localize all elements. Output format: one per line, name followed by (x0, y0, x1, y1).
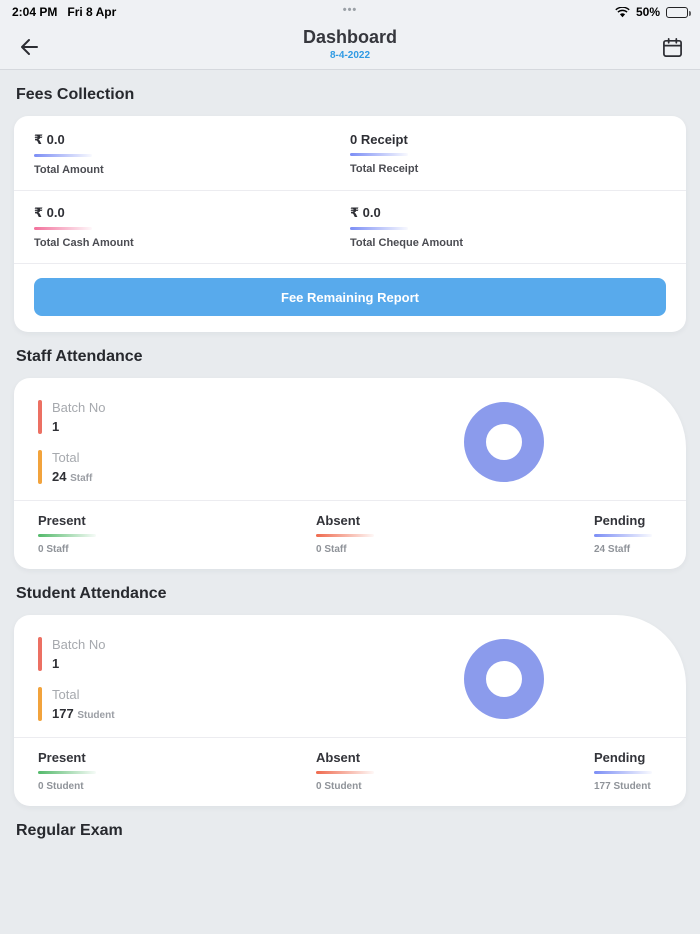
main-content: Fees Collection ₹ 0.0 Total Amount 0 Rec… (0, 86, 700, 840)
stat-present: Present 0 Staff (38, 513, 96, 555)
accent-bar (350, 153, 408, 156)
section-title-staff-attendance: Staff Attendance (16, 348, 143, 365)
stat-absent: Absent 0 Staff (316, 513, 374, 555)
fees-collection-card: ₹ 0.0 Total Amount 0 Receipt Total Recei… (14, 116, 686, 332)
accent-bar (34, 154, 92, 157)
fee-stat-value: ₹ 0.0 (34, 205, 65, 220)
total-unit: Student (77, 710, 115, 721)
batch-accent-bar (38, 637, 42, 671)
status-date: Fri 8 Apr (67, 5, 117, 19)
accent-bar (594, 534, 652, 537)
status-bar: 2:04 PM Fri 8 Apr ••• 50% (0, 0, 700, 24)
student-attendance-card: Batch No 1 Total 177 Student Present 0 S… (14, 615, 686, 806)
stat-present: Present 0 Student (38, 750, 96, 792)
stat-pending: Pending 24 Staff (594, 513, 652, 555)
divider (14, 737, 686, 738)
staff-attendance-donut-chart (464, 402, 544, 482)
battery-icon (666, 6, 691, 18)
divider (14, 500, 686, 501)
staff-attendance-card: Batch No 1 Total 24 Staff Present 0 Staf… (14, 378, 686, 569)
back-button[interactable] (14, 32, 44, 62)
fee-stat-value: ₹ 0.0 (34, 132, 65, 147)
accent-bar (38, 771, 96, 774)
fee-stat-label: Total Cash Amount (34, 237, 134, 249)
accent-bar (34, 227, 92, 230)
batch-accent-bar (38, 400, 42, 434)
student-attendance-donut-chart (464, 639, 544, 719)
divider (14, 263, 686, 264)
batch-info: Batch No 1 (38, 400, 662, 434)
batch-value: 1 (52, 419, 60, 434)
fee-stat-total-receipt: 0 Receipt Total Receipt (350, 130, 666, 180)
batch-label: Batch No (52, 400, 106, 415)
batch-info: Batch No 1 (38, 637, 662, 671)
selected-date: 8-4-2022 (329, 50, 371, 61)
total-value: 24 Staff (52, 469, 93, 484)
batch-label: Batch No (52, 637, 106, 652)
fee-stat-label: Total Amount (34, 164, 104, 176)
accent-bar (594, 771, 652, 774)
section-title-fees-collection: Fees Collection (16, 86, 135, 103)
total-info: Total 24 Staff (38, 450, 662, 484)
total-accent-bar (38, 450, 42, 484)
fee-stat-label: Total Receipt (350, 163, 419, 175)
section-title-student-attendance: Student Attendance (16, 585, 167, 602)
total-value: 177 Student (52, 706, 115, 721)
fee-remaining-report-button[interactable]: Fee Remaining Report (34, 278, 666, 316)
accent-bar (316, 771, 374, 774)
accent-bar (350, 227, 408, 230)
stat-absent: Absent 0 Student (316, 750, 374, 792)
status-time: 2:04 PM (12, 5, 58, 19)
total-label: Total (52, 687, 80, 702)
fee-stat-total-cash-amount: ₹ 0.0 Total Cash Amount (34, 203, 350, 253)
accent-bar (316, 534, 374, 537)
calendar-icon (662, 37, 682, 57)
stat-pending: Pending 177 Student (594, 750, 652, 792)
fee-stat-total-amount: ₹ 0.0 Total Amount (34, 130, 350, 180)
divider (14, 190, 686, 191)
page-title: Dashboard (302, 27, 398, 47)
back-arrow-icon (21, 39, 38, 55)
accent-bar (38, 534, 96, 537)
fee-stat-value: 0 Receipt (350, 132, 408, 147)
wifi-icon (615, 6, 630, 17)
section-title-regular-exam: Regular Exam (16, 822, 123, 839)
fee-stat-total-cheque-amount: ₹ 0.0 Total Cheque Amount (350, 203, 666, 253)
total-accent-bar (38, 687, 42, 721)
multitask-dots-icon: ••• (342, 4, 358, 16)
total-label: Total (52, 450, 80, 465)
header: Dashboard 8-4-2022 (0, 24, 700, 70)
fee-stat-value: ₹ 0.0 (350, 205, 381, 220)
total-unit: Staff (70, 473, 93, 484)
total-info: Total 177 Student (38, 687, 662, 721)
batch-value: 1 (52, 656, 60, 671)
calendar-button[interactable] (658, 33, 686, 61)
fee-stat-label: Total Cheque Amount (350, 237, 464, 249)
battery-percent: 50% (635, 5, 660, 19)
